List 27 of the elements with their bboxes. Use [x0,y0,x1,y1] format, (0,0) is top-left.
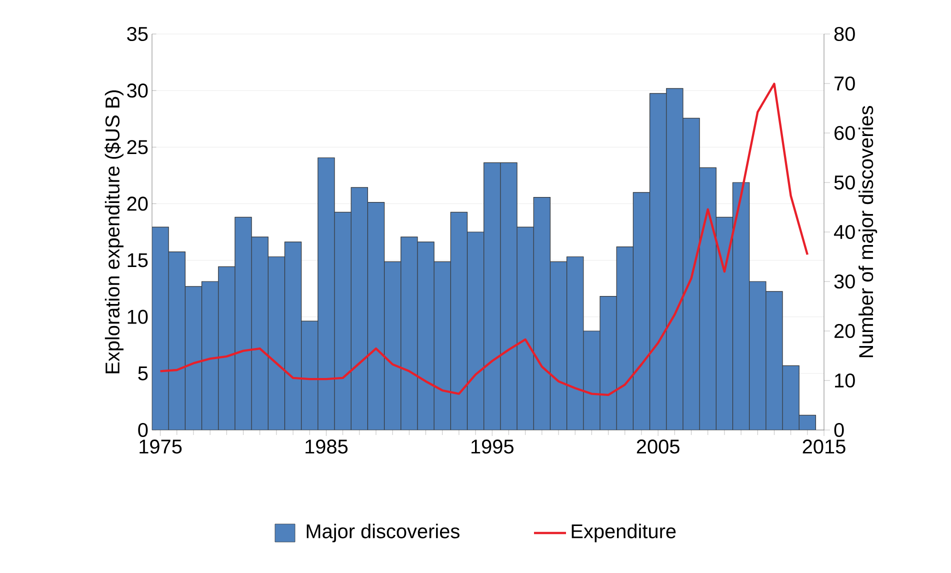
y2-tick-label: 50 [834,175,855,190]
y2-tick-label: 10 [835,373,855,388]
x-tick-label: 1985 [306,440,348,454]
y-tick-label: 35 [127,26,148,42]
legend-label: Expenditure [572,524,676,542]
y2-tick-label: 30 [834,274,855,289]
y2-tick-label: 70 [834,76,855,91]
y2-tick-label: 0 [834,422,844,438]
y-tick-label: 10 [128,310,148,324]
y-axis-title: Exploration expenditure ($US B) [104,90,124,374]
y2-tick-label: 20 [834,324,855,338]
y-tick-label: 25 [127,140,148,154]
x-tick-label: 1975 [140,440,182,454]
y-tick-label: 15 [128,253,148,268]
x-tick-label: 1995 [472,440,514,454]
x-tick-label: 2005 [636,440,680,454]
y-tick-label: 5 [138,366,148,380]
y-tick-label: 30 [127,84,148,98]
x-tick-label: 2015 [802,440,846,454]
y2-tick-label: 40 [834,224,855,240]
y-tick-label: 20 [127,196,148,211]
legend-label: Major discoveries [306,524,460,542]
y2-tick-label: 60 [834,126,855,140]
y2-tick-label: 80 [834,26,855,42]
y-tick-label: 0 [138,422,148,438]
y2-axis-title: Number of major discoveries [858,106,878,358]
line-series [159,82,809,396]
